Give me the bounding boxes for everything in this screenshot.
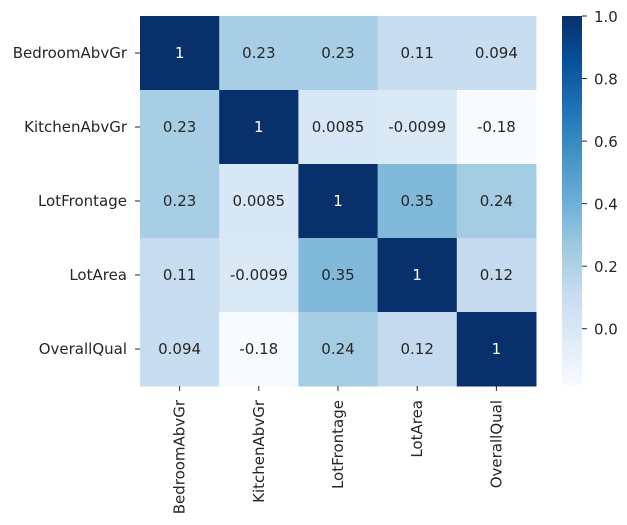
cell-annotation: 0.23 bbox=[242, 44, 275, 62]
cell-annotation: -0.0099 bbox=[388, 118, 446, 136]
y-tick-label: LotFrontage bbox=[38, 192, 127, 210]
heatmap-cell bbox=[298, 164, 379, 239]
cell-annotation: 0.24 bbox=[480, 192, 513, 210]
heatmap-cell bbox=[377, 164, 458, 239]
cell-annotation: 0.0085 bbox=[233, 192, 286, 210]
heatmap-cell bbox=[219, 164, 299, 239]
cell-annotation: 0.12 bbox=[400, 340, 433, 358]
cell-annotation: 0.11 bbox=[163, 266, 196, 284]
heatmap-cell bbox=[298, 238, 379, 313]
colorbar-tick-label: 1.0 bbox=[594, 8, 618, 26]
x-tick-label: BedroomAbvGr bbox=[171, 399, 189, 514]
heatmap-cell bbox=[377, 16, 458, 91]
heatmap-cell bbox=[219, 312, 299, 387]
heatmap-cell bbox=[456, 238, 537, 313]
heatmap-cell bbox=[219, 90, 299, 165]
heatmap-cell bbox=[377, 238, 458, 313]
cell-annotation: 0.23 bbox=[163, 192, 196, 210]
x-tick-label: OverallQual bbox=[487, 400, 505, 488]
y-tick-label: OverallQual bbox=[39, 340, 127, 358]
cell-annotation: -0.0099 bbox=[230, 266, 288, 284]
x-tick-label: LotFrontage bbox=[329, 400, 347, 489]
cell-annotation: 0.094 bbox=[158, 340, 201, 358]
cell-annotation: 0.094 bbox=[475, 44, 518, 62]
x-tick-labels: BedroomAbvGr KitchenAbvGr LotFrontage LotAr… bbox=[171, 386, 505, 514]
cell-annotation: 0.35 bbox=[400, 192, 433, 210]
cell-annotation: 0.24 bbox=[321, 340, 354, 358]
heatmap-cell bbox=[298, 16, 379, 91]
cell-annotation: 1 bbox=[333, 192, 343, 210]
heatmap-cell bbox=[456, 164, 537, 239]
cell-annotation: 1 bbox=[412, 266, 422, 284]
heatmap-cell bbox=[140, 238, 220, 313]
cell-annotation: 0.11 bbox=[400, 44, 433, 62]
y-tick-label: KitchenAbvGr bbox=[24, 118, 128, 136]
y-tick-label: BedroomAbvGr bbox=[13, 44, 128, 62]
colorbar-tick-label: 0.6 bbox=[594, 133, 618, 151]
colorbar-tick-label: 0.0 bbox=[594, 321, 618, 339]
cell-annotation: -0.18 bbox=[239, 340, 278, 358]
heatmap-cell bbox=[140, 16, 220, 91]
cell-annotation: 0.0085 bbox=[312, 118, 365, 136]
cell-annotation: -0.18 bbox=[477, 118, 516, 136]
colorbar-tick-label: 0.2 bbox=[594, 258, 618, 276]
y-tick-labels: BedroomAbvGr KitchenAbvGr LotFrontage LotAr… bbox=[13, 44, 140, 358]
heatmap-cell bbox=[219, 16, 299, 91]
cell-annotation: 1 bbox=[254, 118, 264, 136]
cell-annotation: 0.23 bbox=[163, 118, 196, 136]
heatmap-cell bbox=[219, 238, 299, 313]
heatmap-cell bbox=[298, 312, 379, 387]
heatmap-cell bbox=[456, 16, 537, 91]
colorbar: 0.0 0.2 0.4 0.6 0.8 1.0 bbox=[562, 8, 618, 385]
heatmap-cell bbox=[377, 90, 458, 165]
cell-annotation: 1 bbox=[175, 44, 185, 62]
y-tick-label: LotArea bbox=[69, 266, 127, 284]
heatmap-cell bbox=[140, 312, 220, 387]
cell-annotation: 0.23 bbox=[321, 44, 354, 62]
x-tick-label: KitchenAbvGr bbox=[250, 399, 268, 503]
cell-annotation: 0.35 bbox=[321, 266, 354, 284]
cell-annotation: 0.12 bbox=[480, 266, 513, 284]
heatmap-cell bbox=[456, 312, 537, 387]
heatmap-cell bbox=[140, 164, 220, 239]
cell-annotation: 1 bbox=[492, 340, 502, 358]
colorbar-tick-label: 0.8 bbox=[594, 71, 618, 89]
heatmap-cell bbox=[377, 312, 458, 387]
x-tick-label: LotArea bbox=[408, 400, 426, 458]
heatmap-cell bbox=[456, 90, 537, 165]
colorbar-tick-label: 0.4 bbox=[594, 196, 618, 214]
heatmap-cells: 1 0.23 0.23 0.11 0.094 0.23 1 0.0085 -0.0099 -0.1… bbox=[140, 16, 537, 387]
colorbar-gradient bbox=[562, 16, 582, 385]
heatmap-cell bbox=[298, 90, 379, 165]
heatmap-cell bbox=[140, 90, 220, 165]
